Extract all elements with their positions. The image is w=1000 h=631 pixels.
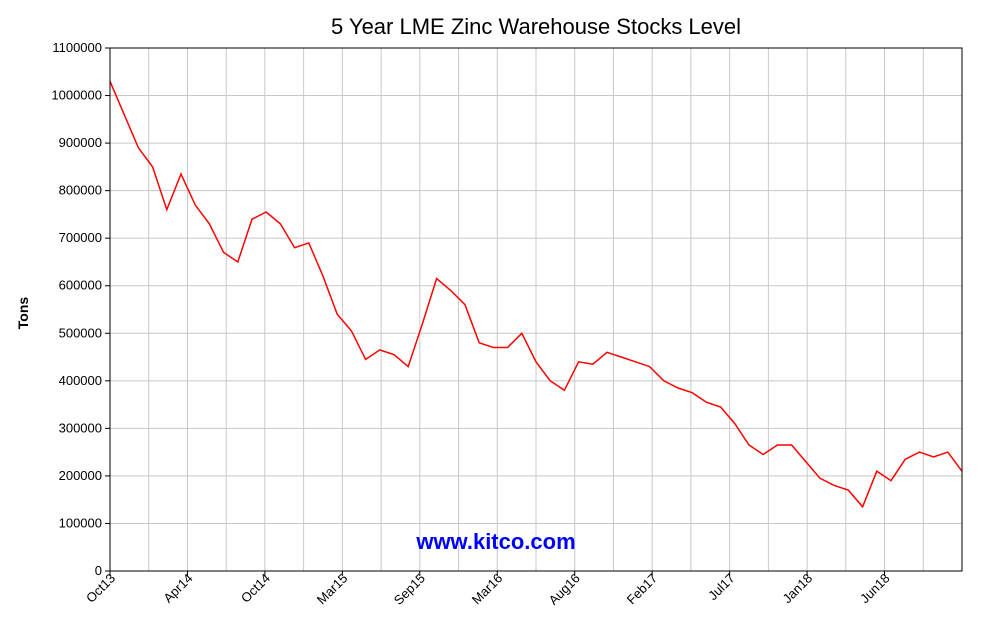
x-tick-label: Aug16 [546,571,583,608]
y-tick-label: 500000 [59,325,102,340]
x-tick-label: Jul17 [705,571,738,604]
y-tick-label: 800000 [59,183,102,198]
x-tick-label: Apr14 [160,571,195,606]
y-tick-label: 1000000 [51,88,102,103]
x-tick-label: Mar16 [469,571,506,608]
x-tick-label: Jun18 [857,571,893,607]
y-tick-label: 700000 [59,230,102,245]
y-tick-label: 900000 [59,135,102,150]
y-tick-label: 1100000 [52,40,102,55]
x-tick-label: Sep15 [391,571,428,608]
x-tick-label: Feb17 [624,571,661,608]
y-ticks: 0 100000 200000 300000 400000 500000 600000 700… [51,40,110,578]
plot-border [109,47,963,572]
y-tick-label: 0 [95,563,102,578]
x-tick-label: Jan18 [780,571,816,607]
y-tick-label: 200000 [59,468,102,483]
y-tick-label: 100000 [59,515,102,530]
y-axis-label: Tons [15,297,31,330]
x-tick-label: Mar15 [314,571,351,608]
y-tick-label: 300000 [59,420,102,435]
watermark-text: www.kitco.com [415,529,575,554]
x-tick-label: Oct14 [238,571,273,606]
y-tick-label: 400000 [59,373,102,388]
y-tick-label: 600000 [59,278,102,293]
chart-title: 5 Year LME Zinc Warehouse Stocks Level [330,14,742,39]
x-ticks: Oct13 Apr14 Oct14 Mar15 Sep15 Mar16 Aug16 Feb17… [83,571,893,608]
series-line [109,81,963,509]
